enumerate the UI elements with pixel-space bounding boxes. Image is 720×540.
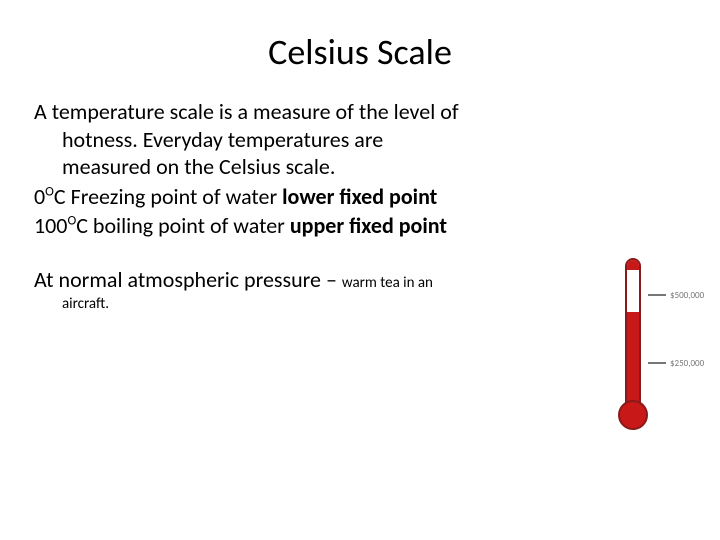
boil-text: C boiling point of water (76, 212, 290, 239)
thermometer-fill (627, 312, 639, 408)
freeze-text: C Freezing point of water (54, 183, 282, 210)
atmo-prefix: At normal atmospheric pressure – (34, 266, 342, 293)
boil-fixed-point: upper fixed point (290, 212, 447, 239)
thermometer-bulb (618, 400, 648, 430)
thermometer-label-bottom: $250,000 (670, 358, 704, 369)
boil-degree-sup: O (67, 212, 76, 229)
thermometer-graphic: $500,000 $250,000 (582, 254, 712, 454)
slide-title: Celsius Scale (30, 30, 690, 74)
para1-line3: measured on the Celsius scale. (34, 153, 690, 181)
thermometer-tick-top (648, 294, 666, 296)
para1-line2: hotness. Everyday temperatures are (34, 126, 690, 154)
thermometer-body (618, 254, 648, 434)
thermometer-cap (627, 260, 639, 270)
thermometer-label-top: $500,000 (670, 290, 704, 301)
atmo-tail: warm tea in an (342, 274, 433, 292)
para1-line1: A temperature scale is a measure of the … (34, 98, 690, 126)
boiling-point-line: 100OC boiling point of water upper fixed… (34, 212, 690, 240)
boil-value: 100 (34, 212, 67, 239)
freeze-fixed-point: lower fixed point (282, 183, 437, 210)
slide-container: Celsius Scale A temperature scale is a m… (0, 0, 720, 540)
freeze-value: 0 (34, 183, 45, 210)
paragraph-1: A temperature scale is a measure of the … (34, 98, 690, 181)
freezing-point-line: 0OC Freezing point of water lower fixed … (34, 183, 690, 211)
thermometer-tick-bottom (648, 362, 666, 364)
freeze-degree-sup: O (45, 182, 54, 199)
